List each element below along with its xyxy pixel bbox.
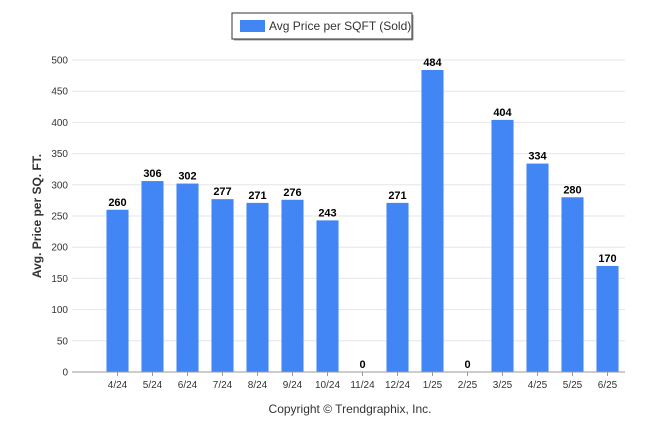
x-tick-label: 9/24	[283, 380, 303, 391]
bar-value-label: 280	[563, 184, 581, 196]
x-tick-label: 7/24	[213, 380, 233, 391]
x-tick-label: 11/24	[350, 380, 375, 391]
y-axis-title: Avg. Price per SQ. FT.	[30, 154, 44, 278]
y-tick-label: 500	[51, 56, 68, 67]
bar-value-label: 0	[359, 359, 365, 371]
bar-value-label: 0	[464, 359, 470, 371]
y-tick-label: 300	[51, 180, 68, 191]
x-tick-label: 6/24	[178, 380, 198, 391]
x-tick-label: 2/25	[458, 380, 478, 391]
bar-value-label: 334	[528, 151, 547, 163]
bar-value-label: 170	[598, 253, 616, 265]
gridlines	[72, 59, 625, 342]
bar	[316, 220, 339, 372]
bar	[421, 69, 444, 372]
bar-value-label: 404	[493, 107, 512, 119]
bar	[491, 119, 514, 373]
data-labels: 260 306 302 277 271 276 243 0 271 484 0 404 334 280 17…	[108, 57, 616, 371]
legend-swatch	[240, 20, 265, 32]
footer-copyright: Copyright © Trendgraphix, Inc.	[269, 402, 432, 416]
bar	[281, 199, 304, 372]
y-tick-label: 350	[51, 149, 68, 160]
bar-value-label: 306	[143, 168, 161, 180]
bar-value-label: 271	[248, 190, 266, 202]
x-tick-label: 4/24	[108, 380, 128, 391]
x-tick-label: 4/25	[528, 380, 548, 391]
y-tick-label: 0	[62, 368, 68, 379]
x-tick-label: 8/24	[248, 380, 268, 391]
bar	[526, 163, 549, 372]
x-tick-label: 1/25	[423, 380, 443, 391]
y-tick-label: 150	[51, 274, 68, 285]
y-tick-label: 200	[51, 243, 68, 254]
bar	[141, 181, 164, 372]
bar-value-label: 484	[423, 57, 442, 69]
bar	[561, 197, 584, 372]
bar	[386, 202, 409, 372]
bars	[106, 69, 619, 373]
bar-value-label: 276	[283, 187, 301, 199]
bar-value-label: 271	[388, 190, 406, 202]
y-tick-label: 400	[51, 118, 68, 129]
bar	[246, 202, 269, 372]
bar-value-label: 243	[318, 207, 336, 219]
bar-value-label: 260	[108, 197, 126, 209]
x-tick-label: 3/25	[493, 380, 513, 391]
bar	[596, 265, 619, 372]
y-axis-ticks: 0 50 100 150 200 250 300 350 400 450 500	[51, 56, 68, 379]
x-tick-label: 12/24	[385, 380, 410, 391]
y-tick-label: 100	[51, 305, 68, 316]
y-tick-label: 450	[51, 87, 68, 98]
x-axis-ticks: 4/24 5/24 6/24 7/24 8/24 9/24 10/24 11/24 12/24 1…	[108, 372, 618, 391]
y-tick-label: 250	[51, 212, 68, 223]
x-tick-label: 10/24	[315, 380, 340, 391]
bar	[211, 199, 234, 372]
x-tick-label: 6/25	[598, 380, 618, 391]
bar	[106, 209, 129, 372]
bar-value-label: 277	[213, 186, 231, 198]
x-tick-label: 5/25	[563, 380, 583, 391]
x-tick-label: 5/24	[143, 380, 163, 391]
y-tick-label: 50	[57, 336, 69, 347]
bar-value-label: 302	[178, 171, 196, 183]
legend-label: Avg Price per SQFT (Sold)	[269, 19, 411, 33]
legend: Avg Price per SQFT (Sold)	[231, 12, 414, 41]
bar	[176, 183, 199, 372]
legend-box	[231, 12, 413, 40]
